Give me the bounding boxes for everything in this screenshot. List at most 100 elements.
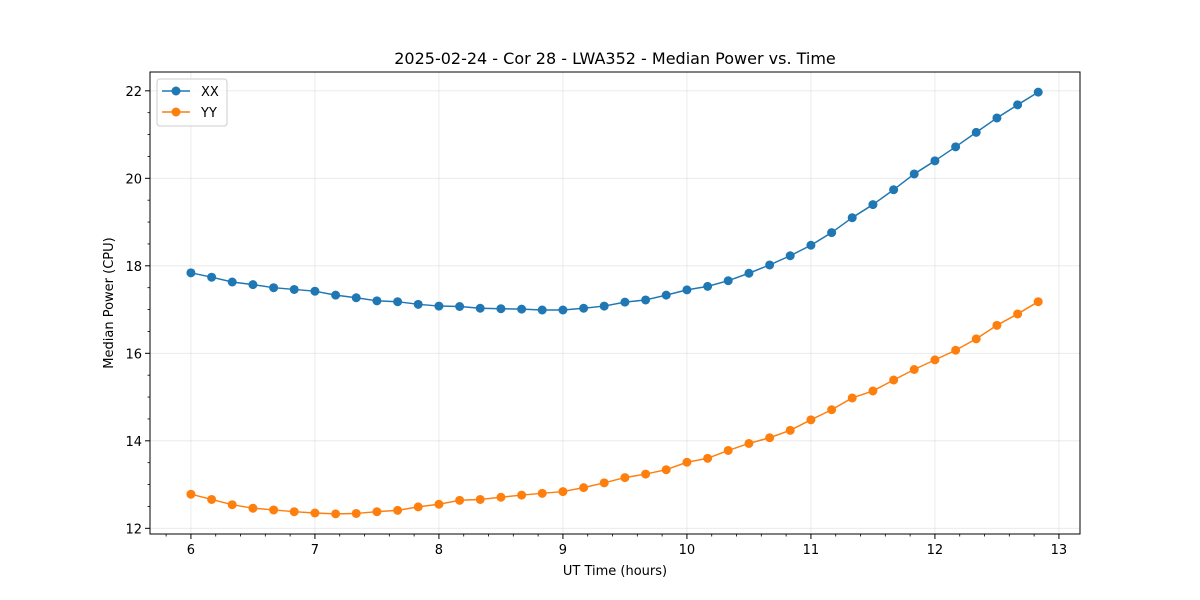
chart-title: 2025-02-24 - Cor 28 - LWA352 - Median Po… bbox=[394, 49, 836, 68]
data-point-yy bbox=[827, 405, 837, 415]
data-point-xx bbox=[310, 286, 320, 296]
data-point-yy bbox=[537, 488, 547, 498]
data-point-yy bbox=[248, 503, 258, 513]
series-layer bbox=[186, 87, 1043, 519]
legend-marker-yy bbox=[171, 107, 181, 117]
data-point-yy bbox=[496, 492, 506, 502]
data-point-xx bbox=[475, 303, 485, 313]
data-point-xx bbox=[186, 268, 196, 278]
axis-ticks: 6 7 8 9 10 11 12 13 12 14 16 18 20 22 bbox=[125, 85, 1067, 558]
x-axis-label: UT Time (hours) bbox=[563, 564, 667, 579]
data-point-yy bbox=[744, 438, 754, 448]
data-point-xx bbox=[785, 251, 795, 261]
data-point-yy bbox=[620, 473, 630, 483]
data-point-xx bbox=[971, 127, 981, 137]
data-point-xx bbox=[599, 301, 609, 311]
data-point-yy bbox=[455, 495, 465, 505]
data-point-xx bbox=[1013, 100, 1023, 110]
data-point-yy bbox=[434, 499, 444, 509]
x-tick-label: 8 bbox=[435, 543, 443, 558]
data-point-xx bbox=[434, 301, 444, 311]
data-point-xx bbox=[248, 280, 258, 290]
data-point-xx bbox=[393, 297, 403, 307]
data-point-yy bbox=[889, 375, 899, 385]
data-point-yy bbox=[372, 507, 382, 517]
data-point-yy bbox=[909, 365, 919, 374]
data-point-yy bbox=[579, 483, 589, 493]
legend-label-yy: YY bbox=[200, 106, 217, 121]
x-tick-label: 13 bbox=[1051, 543, 1068, 558]
y-tick-label: 12 bbox=[125, 522, 142, 537]
x-tick-label: 12 bbox=[927, 543, 944, 558]
data-point-yy bbox=[558, 487, 568, 497]
y-tick-label: 18 bbox=[125, 260, 142, 275]
data-point-yy bbox=[413, 502, 423, 512]
data-point-yy bbox=[310, 508, 320, 518]
data-point-xx bbox=[744, 268, 754, 278]
data-point-yy bbox=[703, 453, 713, 463]
data-point-xx bbox=[372, 296, 382, 306]
y-tick-label: 20 bbox=[125, 172, 142, 187]
legend-label-xx: XX bbox=[201, 85, 219, 100]
data-point-xx bbox=[909, 169, 919, 179]
data-point-yy bbox=[1013, 309, 1023, 319]
data-point-xx bbox=[496, 304, 506, 314]
data-point-yy bbox=[765, 433, 775, 443]
data-point-yy bbox=[351, 508, 361, 518]
data-point-xx bbox=[227, 277, 237, 287]
data-point-yy bbox=[269, 505, 279, 515]
data-point-xx bbox=[868, 200, 878, 210]
data-point-yy bbox=[971, 334, 981, 344]
data-point-xx bbox=[620, 297, 630, 307]
data-point-yy bbox=[599, 478, 609, 488]
data-point-xx bbox=[889, 185, 899, 195]
x-tick-label: 7 bbox=[311, 543, 319, 558]
data-point-yy bbox=[641, 469, 651, 479]
data-point-xx bbox=[1033, 87, 1043, 97]
x-tick-label: 10 bbox=[679, 543, 696, 558]
data-point-xx bbox=[413, 299, 423, 309]
y-axis-label: Median Power (CPU) bbox=[102, 237, 117, 368]
data-point-yy bbox=[806, 415, 816, 425]
data-point-yy bbox=[930, 355, 940, 365]
data-point-xx bbox=[537, 305, 547, 315]
x-tick-label: 6 bbox=[187, 543, 195, 558]
data-point-yy bbox=[1033, 297, 1043, 307]
data-point-xx bbox=[517, 304, 527, 314]
data-point-xx bbox=[269, 283, 279, 293]
data-point-xx bbox=[331, 290, 341, 300]
data-point-yy bbox=[785, 425, 795, 435]
data-point-xx bbox=[289, 284, 299, 294]
data-point-xx bbox=[951, 142, 961, 152]
y-tick-label: 14 bbox=[125, 435, 142, 450]
data-point-xx bbox=[723, 276, 733, 286]
data-point-xx bbox=[847, 213, 857, 223]
data-point-yy bbox=[393, 505, 403, 515]
data-point-xx bbox=[351, 293, 361, 303]
data-point-xx bbox=[765, 260, 775, 270]
data-point-xx bbox=[682, 285, 692, 295]
data-point-xx bbox=[703, 281, 713, 291]
data-point-yy bbox=[868, 386, 878, 396]
data-point-xx bbox=[827, 228, 837, 238]
data-point-xx bbox=[579, 303, 589, 313]
data-point-xx bbox=[558, 305, 568, 315]
x-tick-label: 9 bbox=[559, 543, 567, 558]
data-point-yy bbox=[847, 393, 857, 403]
data-point-yy bbox=[227, 500, 237, 510]
x-tick-label: 11 bbox=[803, 543, 820, 558]
data-point-yy bbox=[475, 494, 485, 504]
data-point-xx bbox=[207, 272, 217, 282]
data-point-xx bbox=[930, 156, 940, 166]
data-point-yy bbox=[207, 494, 217, 504]
data-point-yy bbox=[289, 507, 299, 517]
data-point-xx bbox=[992, 113, 1002, 123]
y-tick-label: 22 bbox=[125, 85, 142, 100]
data-point-yy bbox=[186, 489, 196, 499]
data-point-yy bbox=[951, 345, 961, 355]
legend-marker-xx bbox=[171, 86, 181, 96]
data-point-yy bbox=[682, 457, 692, 467]
data-point-yy bbox=[661, 465, 671, 475]
data-point-xx bbox=[641, 295, 651, 305]
